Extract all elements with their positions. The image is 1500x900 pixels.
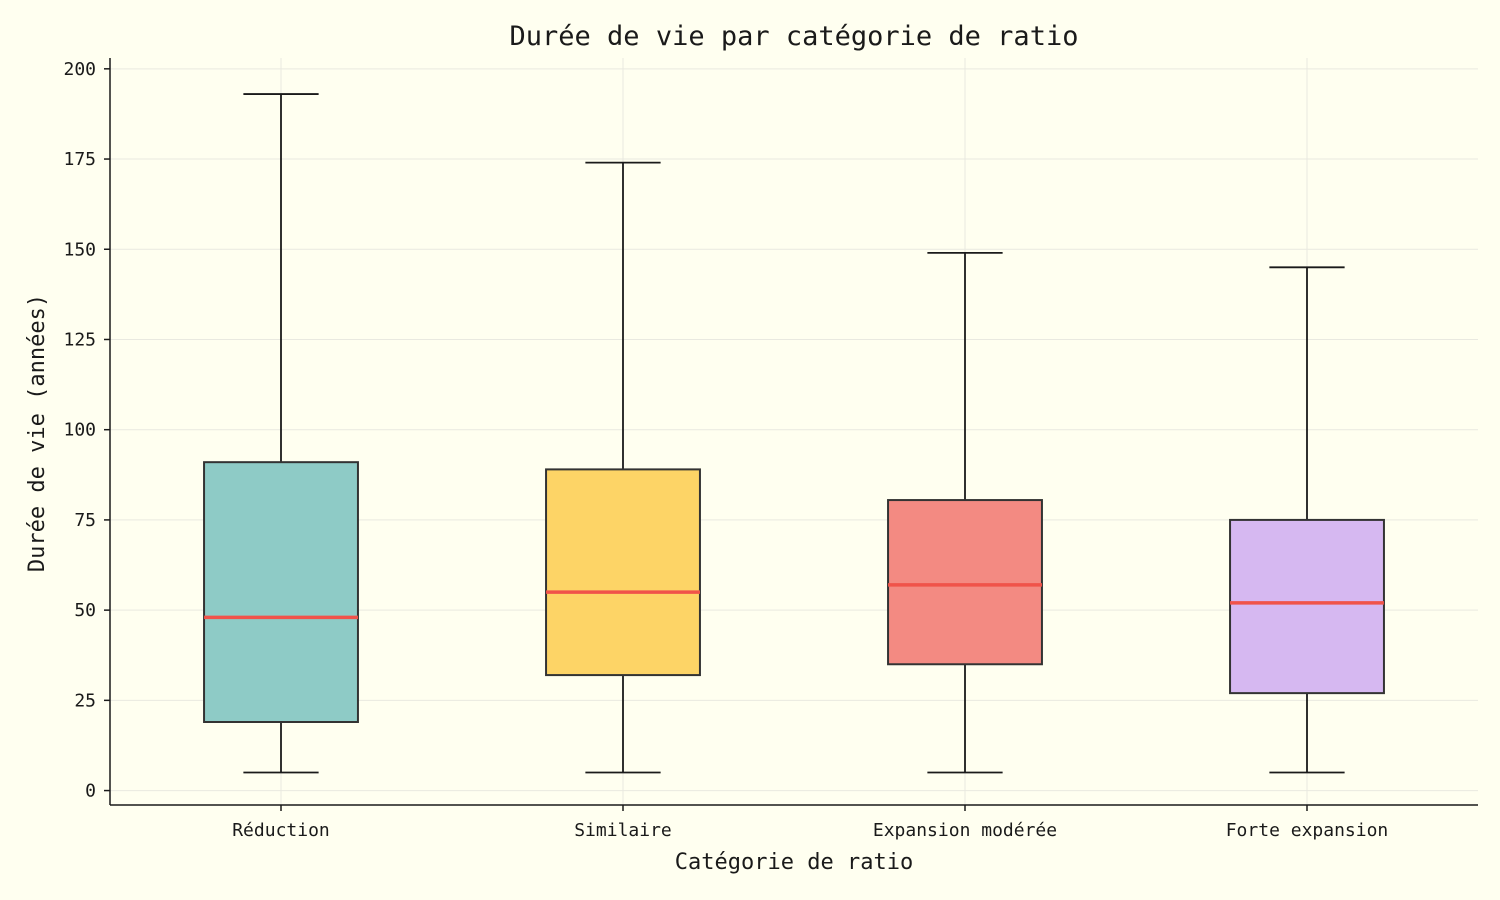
- y-tick-label: 75: [74, 510, 96, 531]
- y-tick-label: 25: [74, 690, 96, 711]
- y-tick-label: 50: [74, 600, 96, 621]
- axes: 0 25 50 75 100 125 150 175 200 Réduction Similaire…: [63, 58, 1478, 841]
- y-tick-label: 150: [63, 239, 96, 260]
- box-group: [1229, 266, 1385, 774]
- x-tick-label: Forte expansion: [1226, 820, 1389, 841]
- y-axis-label: Durée de vie (années): [25, 294, 50, 572]
- y-tick-label: 0: [85, 781, 96, 802]
- y-tick-label: 125: [63, 329, 96, 350]
- iqr-box: [203, 461, 359, 723]
- iqr-box: [1229, 518, 1385, 695]
- boxes: [203, 93, 1385, 774]
- y-tick-label: 100: [63, 420, 96, 441]
- iqr-box: [545, 468, 701, 677]
- box-group: [887, 251, 1043, 774]
- box-group: [203, 93, 359, 774]
- box-group: [545, 161, 701, 774]
- x-tick-label: Expansion modérée: [873, 820, 1057, 841]
- chart-title: Durée de vie par catégorie de ratio: [510, 21, 1079, 52]
- iqr-box: [887, 499, 1043, 666]
- x-axis-label: Catégorie de ratio: [675, 850, 913, 875]
- y-tick-label: 200: [63, 59, 96, 80]
- x-tick-label: Réduction: [232, 820, 330, 841]
- x-tick-label: Similaire: [574, 820, 672, 841]
- y-tick-label: 175: [63, 149, 96, 170]
